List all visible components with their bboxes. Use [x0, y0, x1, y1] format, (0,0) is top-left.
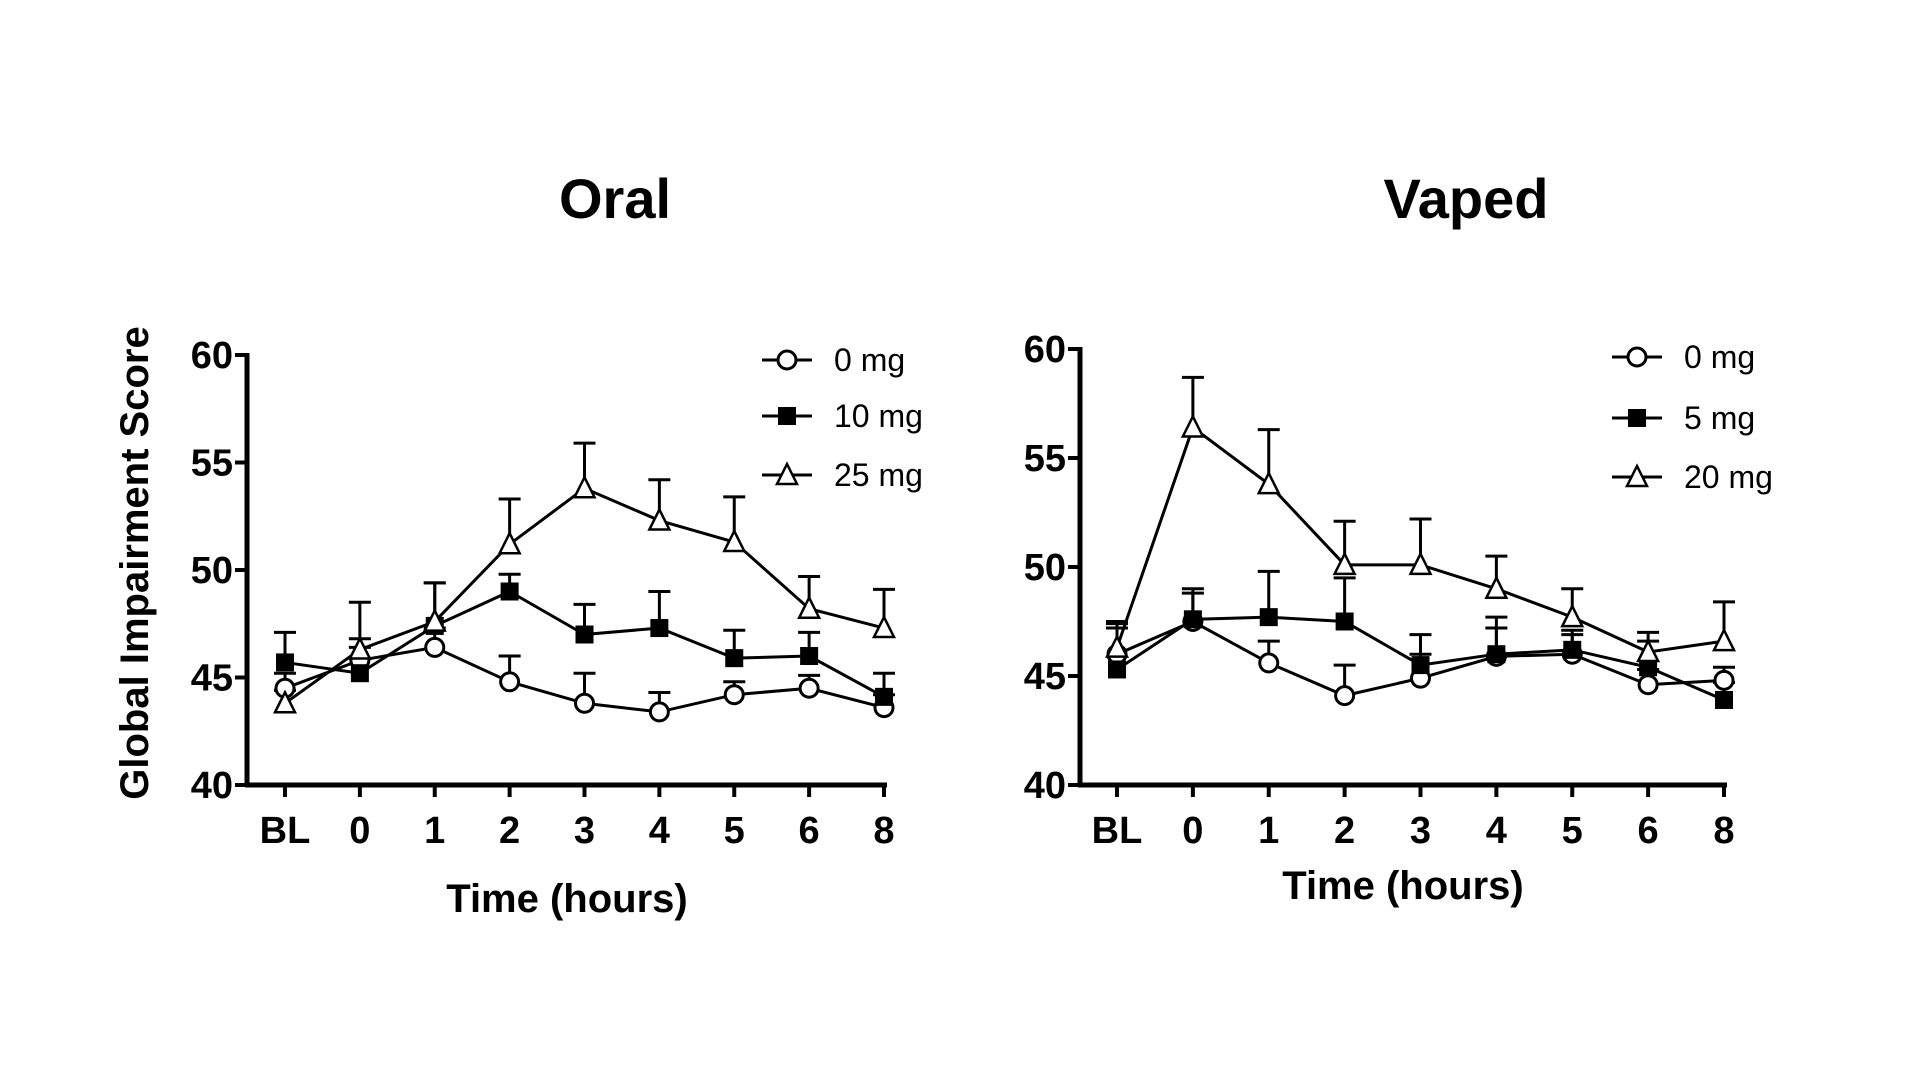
x-tick-label: 6 — [1638, 810, 1659, 852]
y-tick-label: 60 — [191, 335, 233, 377]
legend-label: 0 mg — [1684, 339, 1755, 375]
x-axis-label: Time (hours) — [1282, 864, 1524, 908]
data-point — [1560, 603, 1585, 628]
x-tick-label: 8 — [1713, 810, 1734, 852]
x-tick-label: 0 — [1182, 810, 1203, 852]
data-point — [1256, 470, 1281, 495]
data-point — [650, 619, 669, 638]
x-tick-label: 4 — [1486, 810, 1507, 852]
x-tick-label: 8 — [873, 810, 894, 852]
legend-label: 0 mg — [834, 342, 905, 378]
data-point — [800, 647, 819, 665]
x-tick-label: BL — [1092, 810, 1143, 852]
data-point — [1104, 633, 1130, 658]
data-point — [1332, 551, 1357, 576]
y-tick-label: 40 — [191, 765, 233, 807]
data-point — [1180, 413, 1205, 438]
data-point — [350, 664, 369, 683]
x-tick-label: 2 — [499, 810, 520, 852]
data-point — [722, 528, 747, 553]
y-tick-label: 60 — [1024, 329, 1066, 371]
y-tick-label: 55 — [191, 443, 233, 485]
data-point — [1563, 640, 1582, 659]
x-tick-label: 4 — [649, 810, 670, 852]
data-point — [1637, 674, 1659, 696]
legend: 0 mg 5 mg 20 mg — [1612, 339, 1773, 495]
legend-label: 20 mg — [1684, 459, 1773, 495]
data-point — [871, 614, 897, 639]
x-tick-label: 5 — [1562, 810, 1583, 852]
data-point — [1715, 690, 1733, 709]
data-point — [723, 684, 745, 706]
x-tick-label: 3 — [1410, 810, 1431, 852]
y-tick-label: 50 — [191, 550, 233, 592]
markers-5mg — [1108, 608, 1733, 709]
data-point — [1484, 575, 1509, 600]
data-point — [1408, 551, 1433, 576]
chart-title: Oral — [559, 167, 671, 230]
chart-title: Vaped — [1384, 167, 1549, 230]
data-point — [1713, 669, 1735, 691]
legend: 0 mg 10 mg 25 mg — [762, 342, 923, 493]
x-tick-label: 5 — [724, 810, 745, 852]
data-point — [422, 607, 447, 632]
data-point — [424, 636, 446, 658]
legend-marker — [1628, 409, 1646, 427]
data-point — [1711, 627, 1737, 652]
data-point — [875, 687, 893, 706]
series-line — [284, 486, 885, 705]
data-point — [1335, 612, 1354, 631]
markers-25mg — [272, 474, 897, 714]
data-point — [1183, 610, 1202, 629]
x-tick-label: 0 — [349, 810, 370, 852]
legend-marker — [776, 349, 798, 371]
markers-20mg — [1104, 413, 1737, 663]
y-tick-label: 45 — [191, 658, 233, 700]
x-tick-label: 1 — [424, 810, 445, 852]
data-point — [574, 692, 595, 714]
data-point — [272, 689, 298, 714]
data-point — [1411, 656, 1430, 675]
data-point — [1108, 660, 1126, 679]
y-tick-label: 40 — [1024, 765, 1066, 807]
legend-marker — [1626, 346, 1648, 368]
x-tick-label: 1 — [1258, 810, 1279, 852]
x-tick-label: 2 — [1334, 810, 1355, 852]
data-point — [1636, 638, 1661, 663]
data-point — [500, 582, 519, 601]
data-point — [347, 635, 372, 660]
y-axis-label: Global Impairment Score — [113, 326, 157, 799]
x-tick-label: BL — [260, 810, 311, 852]
y-tick-label: 55 — [1024, 438, 1066, 480]
data-point — [725, 649, 744, 668]
data-point — [1259, 608, 1278, 627]
data-point — [797, 594, 822, 619]
data-point — [575, 625, 594, 644]
data-point — [276, 653, 294, 672]
legend-marker — [778, 407, 796, 425]
data-point — [572, 474, 597, 499]
y-tick-label: 45 — [1024, 656, 1066, 698]
legend-marker — [1624, 463, 1650, 488]
y-tick-label: 50 — [1024, 547, 1066, 589]
legend-label: 10 mg — [834, 398, 923, 434]
legend-marker — [774, 461, 800, 486]
data-point — [1639, 658, 1658, 677]
data-point — [647, 506, 672, 531]
data-point — [1258, 652, 1280, 674]
x-tick-label: 6 — [799, 810, 820, 852]
data-point — [798, 677, 820, 699]
legend-label: 5 mg — [1684, 400, 1755, 436]
data-point — [1334, 685, 1356, 707]
data-point — [1487, 645, 1506, 664]
legend-label: 25 mg — [834, 457, 923, 493]
data-point — [499, 671, 521, 693]
data-point — [497, 530, 522, 555]
x-axis-label: Time (hours) — [446, 877, 688, 921]
x-tick-label: 3 — [574, 810, 595, 852]
data-point — [648, 701, 670, 723]
